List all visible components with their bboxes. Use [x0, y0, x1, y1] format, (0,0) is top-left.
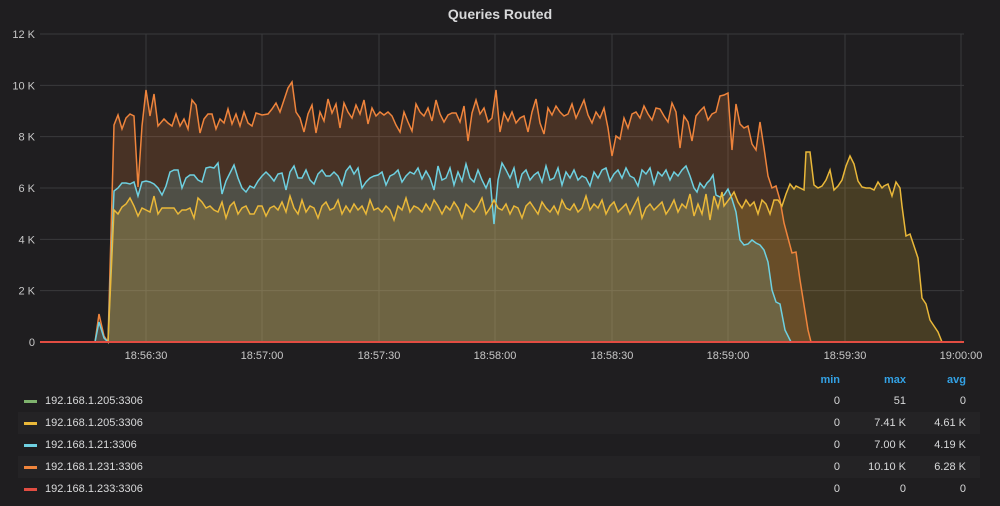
x-tick-label: 19:00:00 [940, 350, 983, 362]
series-area-231 [40, 82, 811, 342]
series-min: 0 [833, 439, 840, 451]
series-color-swatch[interactable] [24, 466, 37, 469]
series-color-swatch[interactable] [24, 488, 37, 491]
series-max: 51 [893, 395, 906, 407]
series-line-231 [94, 79, 812, 345]
series-line-21 [94, 160, 792, 344]
series-avg: 0 [959, 483, 966, 495]
y-tick-label: 12 K [12, 29, 35, 41]
x-tick-label: 18:59:30 [824, 350, 867, 362]
legend-header: min max avg [18, 372, 980, 390]
series-max: 0 [899, 483, 906, 495]
series-name[interactable]: 192.168.1.233:3306 [45, 483, 143, 495]
x-axis: 18:56:30 18:57:00 18:57:30 18:58:00 18:58:30… [125, 350, 983, 362]
legend-header-min[interactable]: min [820, 374, 840, 386]
y-tick-label: 4 K [18, 234, 35, 246]
x-tick-label: 18:58:30 [591, 350, 634, 362]
series-min: 0 [833, 417, 840, 429]
legend-row[interactable]: 192.168.1.205:3306 0 51 0 [18, 390, 980, 412]
series-avg: 4.61 K [934, 417, 966, 429]
legend-header-max[interactable]: max [883, 374, 906, 386]
series-name[interactable]: 192.168.1.205:3306 [45, 395, 143, 407]
series-area-21 [40, 163, 791, 342]
series-name[interactable]: 192.168.1.231:3306 [45, 461, 143, 473]
area-chart[interactable]: 02 K4 K6 K8 K10 K12 K 18:56:30 18:57:00 18… [0, 0, 1000, 370]
legend-header-avg[interactable]: avg [947, 374, 966, 386]
x-tick-label: 18:57:00 [241, 350, 284, 362]
series-avg: 4.19 K [934, 439, 966, 451]
legend-row[interactable]: 192.168.1.205:3306 0 7.41 K 4.61 K [18, 412, 980, 434]
series-line-205b [107, 151, 943, 343]
series-color-swatch[interactable] [24, 422, 37, 425]
legend-table: min max avg 192.168.1.205:3306 0 51 0 192.16… [18, 372, 980, 500]
series-min: 0 [833, 461, 840, 473]
x-tick-label: 18:57:30 [358, 350, 401, 362]
x-tick-label: 18:58:00 [474, 350, 517, 362]
panel-title: Queries Routed [447, 6, 553, 22]
series-name[interactable]: 192.168.1.205:3306 [45, 417, 143, 429]
legend-row[interactable]: 192.168.1.231:3306 0 10.10 K 6.28 K [18, 456, 980, 478]
series-max: 7.00 K [874, 439, 906, 451]
legend-row[interactable]: 192.168.1.233:3306 0 0 0 [18, 478, 980, 500]
y-tick-label: 0 [29, 337, 35, 349]
series-color-swatch[interactable] [24, 400, 37, 403]
x-tick-label: 18:59:00 [707, 350, 750, 362]
series-avg: 0 [959, 395, 966, 407]
y-tick-label: 6 K [18, 183, 35, 195]
series-name[interactable]: 192.168.1.21:3306 [45, 439, 137, 451]
x-tick-label: 18:56:30 [125, 350, 168, 362]
y-tick-label: 8 K [18, 132, 35, 144]
series-min: 0 [833, 483, 840, 495]
y-axis: 0 2 K 4 K 6 K 8 K 10 K 12 K [12, 29, 35, 349]
series-max: 10.10 K [868, 461, 906, 473]
series-max: 7.41 K [874, 417, 906, 429]
legend-row[interactable]: 192.168.1.21:3306 0 7.00 K 4.19 K [18, 434, 980, 456]
series-avg: 6.28 K [934, 461, 966, 473]
series-min: 0 [833, 395, 840, 407]
series-color-swatch[interactable] [24, 444, 37, 447]
series-area-205b [40, 152, 942, 342]
y-tick-label: 2 K [18, 286, 35, 298]
y-tick-label: 10 K [12, 80, 35, 92]
